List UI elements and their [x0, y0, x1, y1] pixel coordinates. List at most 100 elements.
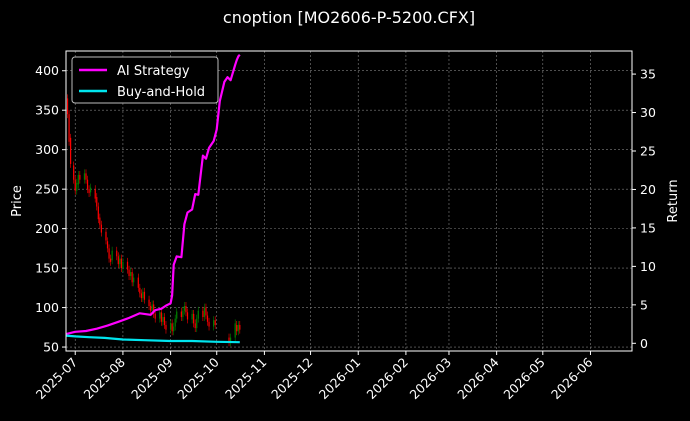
candle-body [185, 306, 187, 313]
candle-body [186, 312, 189, 320]
ai-strategy-line [65, 54, 241, 336]
candle-body [208, 321, 210, 327]
candle-body [109, 258, 112, 262]
legend-label-buy-and-hold: Buy-and-Hold [117, 85, 205, 100]
y-tick-label: 300 [35, 142, 59, 157]
candle-body [85, 173, 87, 180]
candle-body [197, 310, 199, 319]
legend-label-ai-strategy: AI Strategy [117, 64, 190, 79]
candle-body [237, 324, 239, 332]
candle-body [140, 293, 142, 299]
candle-body [202, 310, 204, 318]
candle-body [142, 291, 144, 299]
y2-tick-label: 10 [640, 259, 656, 274]
candle-body [126, 261, 129, 270]
candle-body [74, 179, 76, 191]
candle-body [131, 272, 133, 283]
y-tick-label: 150 [35, 261, 59, 276]
candle-body [205, 307, 207, 316]
candle-body [180, 311, 182, 318]
candle-body [182, 310, 184, 318]
candle-body [73, 165, 75, 180]
candle-body [160, 312, 162, 322]
candle-body [97, 206, 99, 220]
price-candles [66, 94, 241, 347]
candle-body [89, 187, 92, 193]
candle-body [133, 277, 135, 283]
candle-body [148, 299, 150, 306]
candle-body [153, 304, 155, 314]
candle-body [79, 174, 81, 180]
candle-body [163, 317, 166, 325]
candle-body [69, 137, 72, 164]
candle-body [105, 231, 107, 241]
y-axis-label: Price [10, 185, 25, 217]
candle-body [139, 287, 141, 294]
candle-body [99, 217, 101, 225]
legend: AI Strategy Buy-and-Hold [71, 56, 219, 104]
candle-body [151, 304, 153, 311]
candle-body [122, 261, 124, 269]
candle-body [116, 250, 118, 257]
candle-body [174, 318, 176, 327]
y2-tick-label: 20 [640, 182, 656, 197]
y2-tick-label: 35 [640, 67, 656, 82]
candle-body [149, 306, 152, 311]
candle-body [96, 197, 98, 207]
y2-tick-label: 15 [640, 220, 656, 235]
candle-body [120, 258, 122, 269]
candle-body [108, 248, 110, 259]
candle-body [159, 312, 161, 319]
y-tick-label: 350 [35, 103, 59, 118]
candle-body [171, 323, 173, 332]
candle-body [239, 324, 241, 330]
y-tick-label: 50 [43, 340, 59, 355]
candle-body [117, 256, 119, 265]
legend-box [71, 56, 219, 104]
y-tick-label: 200 [35, 221, 59, 236]
candle-body [128, 269, 130, 276]
candle-body [154, 313, 156, 319]
candle-body [137, 277, 139, 288]
candle-body [94, 189, 96, 199]
candle-body [194, 323, 196, 329]
candle-body [165, 324, 167, 330]
y2-tick-label: 30 [640, 105, 656, 120]
buy-and-hold-line [65, 334, 240, 344]
candle-body [119, 258, 121, 265]
candle-body [236, 324, 238, 332]
return-lines [65, 54, 241, 344]
y2-tick-label: 5 [640, 297, 648, 312]
chart-title: cnoption [MO2606-P-5200.CFX] [223, 8, 475, 27]
y2-tick-label: 25 [640, 144, 656, 159]
plot-frame [65, 50, 633, 352]
y2-tick-label: 0 [640, 336, 648, 351]
candle-body [66, 98, 69, 115]
candle-body [206, 315, 209, 322]
candle-body [196, 318, 198, 329]
candle-body [83, 173, 86, 180]
candle-body [213, 320, 215, 327]
y-tick-label: 100 [35, 300, 59, 315]
y-tick-label: 400 [35, 63, 59, 78]
candle-body [86, 179, 89, 190]
candle-body [169, 323, 172, 330]
candle-body [111, 250, 113, 261]
candle-body [100, 224, 102, 233]
candle-body [203, 307, 206, 318]
candle-body [129, 272, 132, 276]
candle-body [193, 313, 195, 324]
candle-body [191, 313, 193, 320]
candle-body [229, 337, 232, 343]
candle-body [76, 182, 78, 191]
candle-body [173, 326, 175, 332]
candle-body [106, 241, 109, 249]
candle-body [88, 189, 90, 194]
candle-body [143, 291, 146, 300]
y-tick-label: 250 [35, 182, 59, 197]
candle-body [77, 174, 79, 185]
candle-body [68, 114, 70, 142]
candle-body [228, 337, 230, 343]
y2-axis-label: Return [666, 179, 681, 222]
